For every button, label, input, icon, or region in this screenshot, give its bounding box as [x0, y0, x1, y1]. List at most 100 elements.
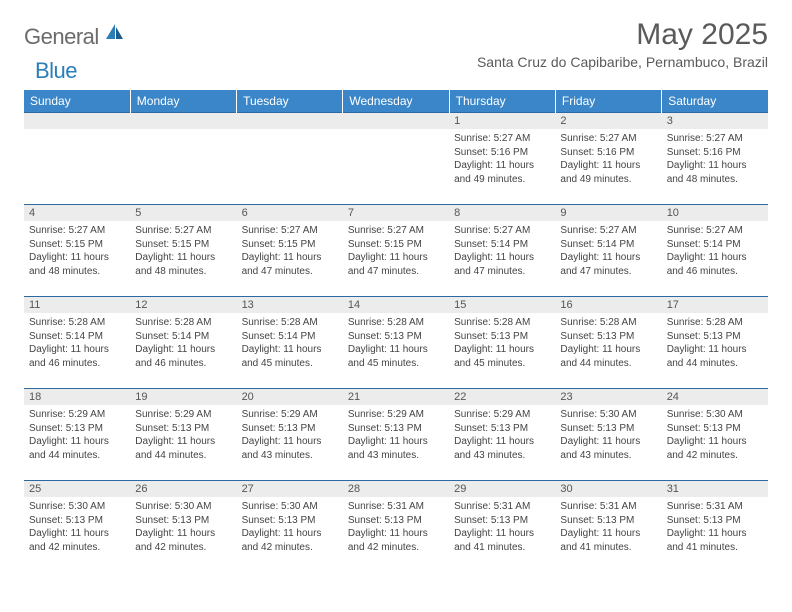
sunset-text: Sunset: 5:14 PM: [454, 238, 550, 252]
sunset-text: Sunset: 5:15 PM: [242, 238, 338, 252]
calendar-cell: 20Sunrise: 5:29 AMSunset: 5:13 PMDayligh…: [237, 389, 343, 481]
sunset-text: Sunset: 5:13 PM: [560, 422, 656, 436]
day-number: 9: [555, 205, 661, 221]
day-number: 21: [343, 389, 449, 405]
calendar-week: 18Sunrise: 5:29 AMSunset: 5:13 PMDayligh…: [24, 389, 768, 481]
calendar-cell: 15Sunrise: 5:28 AMSunset: 5:13 PMDayligh…: [449, 297, 555, 389]
sunset-text: Sunset: 5:16 PM: [454, 146, 550, 160]
day-number: 31: [662, 481, 768, 497]
sunset-text: Sunset: 5:14 PM: [667, 238, 763, 252]
sunrise-text: Sunrise: 5:30 AM: [667, 408, 763, 422]
daylight-text: Daylight: 11 hours and 44 minutes.: [135, 435, 231, 462]
sunset-text: Sunset: 5:14 PM: [560, 238, 656, 252]
sunset-text: Sunset: 5:14 PM: [29, 330, 125, 344]
sunrise-text: Sunrise: 5:28 AM: [29, 316, 125, 330]
daylight-text: Daylight: 11 hours and 48 minutes.: [667, 159, 763, 186]
day-number: [24, 113, 130, 129]
day-details: Sunrise: 5:27 AMSunset: 5:14 PMDaylight:…: [555, 221, 661, 280]
day-details: Sunrise: 5:27 AMSunset: 5:14 PMDaylight:…: [449, 221, 555, 280]
sunset-text: Sunset: 5:14 PM: [242, 330, 338, 344]
sunset-text: Sunset: 5:13 PM: [29, 422, 125, 436]
sunrise-text: Sunrise: 5:27 AM: [135, 224, 231, 238]
location-text: Santa Cruz do Capibaribe, Pernambuco, Br…: [477, 54, 768, 70]
day-details: Sunrise: 5:30 AMSunset: 5:13 PMDaylight:…: [662, 405, 768, 464]
calendar-week: 4Sunrise: 5:27 AMSunset: 5:15 PMDaylight…: [24, 205, 768, 297]
sunrise-text: Sunrise: 5:27 AM: [454, 132, 550, 146]
sunset-text: Sunset: 5:13 PM: [454, 330, 550, 344]
sunrise-text: Sunrise: 5:29 AM: [242, 408, 338, 422]
dayname-fri: Friday: [555, 90, 661, 113]
daylight-text: Daylight: 11 hours and 43 minutes.: [348, 435, 444, 462]
calendar-week: 1Sunrise: 5:27 AMSunset: 5:16 PMDaylight…: [24, 113, 768, 205]
calendar-cell: 24Sunrise: 5:30 AMSunset: 5:13 PMDayligh…: [662, 389, 768, 481]
sunset-text: Sunset: 5:13 PM: [348, 330, 444, 344]
day-details: Sunrise: 5:28 AMSunset: 5:13 PMDaylight:…: [343, 313, 449, 372]
sunset-text: Sunset: 5:13 PM: [135, 514, 231, 528]
sunrise-text: Sunrise: 5:30 AM: [135, 500, 231, 514]
day-number: [237, 113, 343, 129]
day-number: 15: [449, 297, 555, 313]
calendar-cell: [343, 113, 449, 205]
day-details: Sunrise: 5:27 AMSunset: 5:15 PMDaylight:…: [343, 221, 449, 280]
calendar-body: 1Sunrise: 5:27 AMSunset: 5:16 PMDaylight…: [24, 113, 768, 573]
day-number: 12: [130, 297, 236, 313]
day-number: 1: [449, 113, 555, 129]
day-details: Sunrise: 5:27 AMSunset: 5:14 PMDaylight:…: [662, 221, 768, 280]
sunrise-text: Sunrise: 5:27 AM: [667, 224, 763, 238]
calendar-table: Sunday Monday Tuesday Wednesday Thursday…: [24, 90, 768, 573]
day-number: 16: [555, 297, 661, 313]
daylight-text: Daylight: 11 hours and 47 minutes.: [560, 251, 656, 278]
daylight-text: Daylight: 11 hours and 43 minutes.: [560, 435, 656, 462]
day-details: Sunrise: 5:27 AMSunset: 5:15 PMDaylight:…: [130, 221, 236, 280]
sunset-text: Sunset: 5:13 PM: [667, 330, 763, 344]
calendar-cell: 10Sunrise: 5:27 AMSunset: 5:14 PMDayligh…: [662, 205, 768, 297]
day-number: 10: [662, 205, 768, 221]
daylight-text: Daylight: 11 hours and 42 minutes.: [667, 435, 763, 462]
day-number: 11: [24, 297, 130, 313]
day-details: Sunrise: 5:29 AMSunset: 5:13 PMDaylight:…: [24, 405, 130, 464]
sunrise-text: Sunrise: 5:27 AM: [560, 132, 656, 146]
sunset-text: Sunset: 5:14 PM: [135, 330, 231, 344]
title-block: May 2025 Santa Cruz do Capibaribe, Perna…: [477, 18, 768, 70]
sunrise-text: Sunrise: 5:28 AM: [135, 316, 231, 330]
sunrise-text: Sunrise: 5:31 AM: [348, 500, 444, 514]
sunrise-text: Sunrise: 5:30 AM: [560, 408, 656, 422]
day-details: Sunrise: 5:31 AMSunset: 5:13 PMDaylight:…: [449, 497, 555, 556]
day-number: 26: [130, 481, 236, 497]
daylight-text: Daylight: 11 hours and 47 minutes.: [348, 251, 444, 278]
day-details: Sunrise: 5:28 AMSunset: 5:13 PMDaylight:…: [662, 313, 768, 372]
sunrise-text: Sunrise: 5:27 AM: [667, 132, 763, 146]
calendar-cell: 18Sunrise: 5:29 AMSunset: 5:13 PMDayligh…: [24, 389, 130, 481]
day-number: 25: [24, 481, 130, 497]
calendar-week: 25Sunrise: 5:30 AMSunset: 5:13 PMDayligh…: [24, 481, 768, 573]
sunrise-text: Sunrise: 5:31 AM: [560, 500, 656, 514]
calendar-cell: 1Sunrise: 5:27 AMSunset: 5:16 PMDaylight…: [449, 113, 555, 205]
day-number: 18: [24, 389, 130, 405]
calendar-cell: 2Sunrise: 5:27 AMSunset: 5:16 PMDaylight…: [555, 113, 661, 205]
day-details: Sunrise: 5:30 AMSunset: 5:13 PMDaylight:…: [237, 497, 343, 556]
day-number: 30: [555, 481, 661, 497]
calendar-cell: 23Sunrise: 5:30 AMSunset: 5:13 PMDayligh…: [555, 389, 661, 481]
calendar-cell: 22Sunrise: 5:29 AMSunset: 5:13 PMDayligh…: [449, 389, 555, 481]
calendar-cell: 7Sunrise: 5:27 AMSunset: 5:15 PMDaylight…: [343, 205, 449, 297]
day-number: 27: [237, 481, 343, 497]
calendar-cell: 31Sunrise: 5:31 AMSunset: 5:13 PMDayligh…: [662, 481, 768, 573]
sunrise-text: Sunrise: 5:27 AM: [242, 224, 338, 238]
calendar-week: 11Sunrise: 5:28 AMSunset: 5:14 PMDayligh…: [24, 297, 768, 389]
daylight-text: Daylight: 11 hours and 46 minutes.: [29, 343, 125, 370]
day-details: Sunrise: 5:27 AMSunset: 5:16 PMDaylight:…: [449, 129, 555, 188]
sunrise-text: Sunrise: 5:27 AM: [348, 224, 444, 238]
day-details: Sunrise: 5:27 AMSunset: 5:15 PMDaylight:…: [237, 221, 343, 280]
sunrise-text: Sunrise: 5:28 AM: [560, 316, 656, 330]
dayname-thu: Thursday: [449, 90, 555, 113]
day-number: 29: [449, 481, 555, 497]
daylight-text: Daylight: 11 hours and 42 minutes.: [29, 527, 125, 554]
daylight-text: Daylight: 11 hours and 42 minutes.: [135, 527, 231, 554]
calendar-cell: 3Sunrise: 5:27 AMSunset: 5:16 PMDaylight…: [662, 113, 768, 205]
calendar-cell: 28Sunrise: 5:31 AMSunset: 5:13 PMDayligh…: [343, 481, 449, 573]
daylight-text: Daylight: 11 hours and 46 minutes.: [667, 251, 763, 278]
day-details: Sunrise: 5:31 AMSunset: 5:13 PMDaylight:…: [662, 497, 768, 556]
daylight-text: Daylight: 11 hours and 41 minutes.: [667, 527, 763, 554]
daylight-text: Daylight: 11 hours and 42 minutes.: [348, 527, 444, 554]
calendar-cell: 9Sunrise: 5:27 AMSunset: 5:14 PMDaylight…: [555, 205, 661, 297]
